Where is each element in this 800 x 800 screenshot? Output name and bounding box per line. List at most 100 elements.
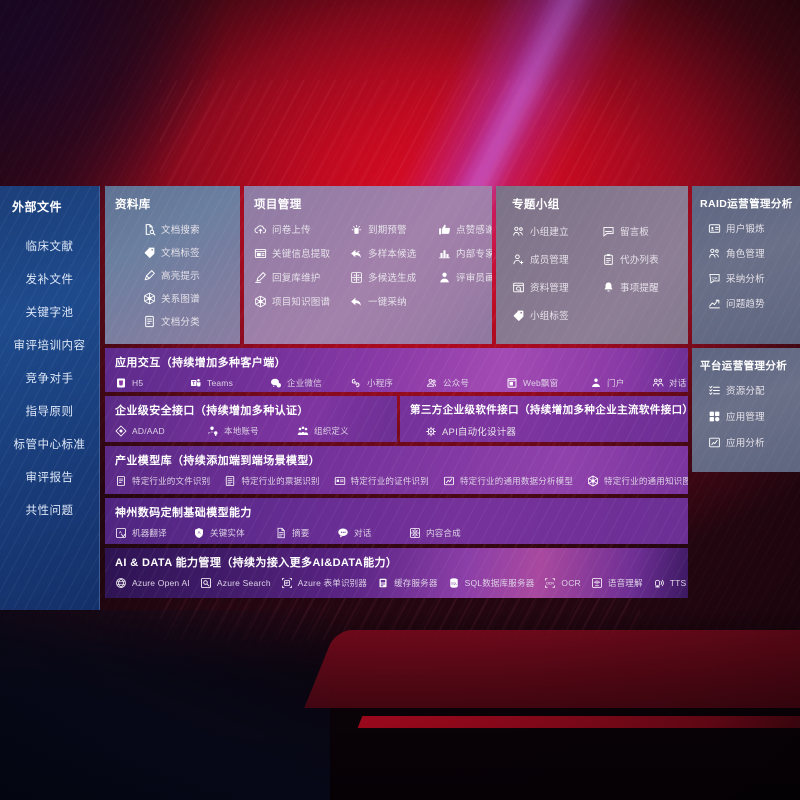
bell-icon <box>602 281 615 294</box>
graph-network-icon <box>587 475 599 487</box>
project-item-1[interactable]: 到期预警 <box>350 222 438 236</box>
ai-data-item-6[interactable]: 语音理解 <box>591 577 643 589</box>
library-item-3[interactable]: 关系图谱 <box>143 291 240 305</box>
group-item-6-label: 小组标签 <box>530 311 569 322</box>
project-item-9[interactable]: 项目知识图谱 <box>254 294 350 308</box>
shenzhou-item-2[interactable]: 摘要 <box>275 527 337 539</box>
card-topic-group: 专题小组 小组建立 留言板 成员管理 <box>496 186 688 344</box>
stripe-third-party-software: 第三方企业级软件接口（持续增加多种企业主流软件接口） API自动化设计器 <box>400 396 688 442</box>
stripe-security-title: 企业级安全接口（持续增加多种认证） <box>115 405 309 417</box>
ai-data-item-2-label: Azure 表单识别器 <box>297 578 368 588</box>
security-item-2[interactable]: 组织定义 <box>297 425 349 437</box>
app-interaction-item-1-label: Teams <box>207 378 234 388</box>
library-item-2[interactable]: 高亮提示 <box>143 268 240 282</box>
industry-item-3-label: 特定行业的通用数据分析模型 <box>459 476 574 486</box>
sidebar-item-8[interactable]: 共性问题 <box>25 504 74 517</box>
group-item-0-label: 小组建立 <box>530 227 569 238</box>
library-item-4[interactable]: 文档分类 <box>143 314 240 328</box>
app-interaction-item-0[interactable]: H5 <box>115 377 190 389</box>
sidebar-item-5[interactable]: 指导原则 <box>25 405 74 418</box>
library-item-1[interactable]: 文档标签 <box>143 245 240 259</box>
sidebar-item-6[interactable]: 标管中心标准 <box>13 438 86 451</box>
entity-shield-icon: A <box>193 527 205 539</box>
ai-data-item-3[interactable]: 缓存服务器 <box>377 577 438 589</box>
ai-data-item-7[interactable]: TTS <box>653 577 687 589</box>
tag-icon <box>143 246 156 259</box>
platform-item-2[interactable]: 应用分析 <box>708 435 800 449</box>
project-item-10[interactable]: 一键采纳 <box>350 294 438 308</box>
raid-item-3[interactable]: 问题趋势 <box>708 296 800 310</box>
security-item-1[interactable]: 本地账号 <box>207 425 297 437</box>
app-interaction-item-1[interactable]: Teams <box>190 377 270 389</box>
industry-item-4[interactable]: 特定行业的通用知识图谱模型 <box>587 475 688 487</box>
sidebar-item-7[interactable]: 审评报告 <box>25 471 74 484</box>
group-item-4[interactable]: 资料管理 <box>512 280 602 294</box>
library-item-2-label: 高亮提示 <box>161 271 200 282</box>
app-interaction-item-5-label: Web飘窗 <box>523 378 559 388</box>
shenzhou-item-1-label: 关键实体 <box>210 528 245 538</box>
receipt-icon <box>224 475 236 487</box>
sidebar-item-2[interactable]: 关键字池 <box>25 306 74 319</box>
project-item-8[interactable]: 评审员画像 <box>438 270 492 284</box>
industry-item-3[interactable]: 特定行业的通用数据分析模型 <box>443 475 573 487</box>
shenzhou-item-4[interactable]: 内容合成 <box>409 527 461 539</box>
ai-data-item-5[interactable]: OCR OCR <box>544 577 581 589</box>
app-interaction-item-4[interactable]: 公众号 <box>426 377 506 389</box>
library-item-0[interactable]: 文档搜索 <box>143 222 240 236</box>
project-item-6[interactable]: 回复库维护 <box>254 270 350 284</box>
shenzhou-item-3[interactable]: 对话 <box>337 527 409 539</box>
graph-network-icon <box>143 292 156 305</box>
raid-item-2[interactable]: QA 采纳分析 <box>708 271 800 285</box>
platform-item-1[interactable]: 应用管理 <box>708 409 800 423</box>
sidebar-item-3[interactable]: 审评培训内容 <box>13 339 86 352</box>
html5-icon <box>115 377 127 389</box>
sidebar-item-4[interactable]: 竞争对手 <box>25 372 74 385</box>
group-item-6[interactable]: 小组标签 <box>512 308 602 322</box>
library-item-4-label: 文档分类 <box>161 317 200 328</box>
shenzhou-item-1[interactable]: A 关键实体 <box>193 527 275 539</box>
card-group-title: 专题小组 <box>512 199 560 211</box>
sidebar-item-0[interactable]: 临床文献 <box>25 240 74 253</box>
industry-item-0[interactable]: 特定行业的文件识别 <box>115 475 210 487</box>
raid-item-0[interactable]: 用户锻炼 <box>708 221 800 235</box>
card-raid-title: RAID运营管理分析 <box>700 198 793 210</box>
ai-data-item-0[interactable]: Azure Open AI <box>115 577 190 589</box>
project-item-5[interactable]: 内部专家排名 <box>438 246 492 260</box>
shenzhou-item-0[interactable]: A 机器翻译 <box>115 527 193 539</box>
group-item-3[interactable]: 代办列表 <box>602 252 688 266</box>
security-item-0[interactable]: AD/AAD <box>115 425 207 437</box>
project-item-4[interactable]: 多样本候选 <box>350 246 438 260</box>
project-item-7[interactable]: 多候选生成 <box>350 270 438 284</box>
app-interaction-item-5[interactable]: Web飘窗 <box>506 377 590 389</box>
project-item-2[interactable]: 点赞感谢 <box>438 222 492 236</box>
app-interaction-item-2[interactable]: 企业微信 <box>270 377 350 389</box>
raid-item-1[interactable]: 角色管理 <box>708 246 800 260</box>
ai-data-item-2[interactable]: Azure 表单识别器 <box>281 577 367 589</box>
security-item-2-label: 组织定义 <box>314 426 349 436</box>
app-interaction-item-6[interactable]: 门户 <box>590 377 652 389</box>
project-item-3[interactable]: 关键信息提取 <box>254 246 350 260</box>
industry-item-2[interactable]: 特定行业的证件识别 <box>334 475 429 487</box>
shield-diamond-icon <box>115 425 127 437</box>
file-recognize-icon <box>115 475 127 487</box>
group-item-2[interactable]: 成员管理 <box>512 252 602 266</box>
app-interaction-item-3[interactable]: 小程序 <box>350 377 426 389</box>
app-interaction-item-7[interactable]: 对话 <box>652 377 686 389</box>
group-item-5[interactable]: 事项提醒 <box>602 280 688 294</box>
ai-data-item-4[interactable]: SQL SQL数据库服务器 <box>448 577 535 589</box>
ai-data-item-1[interactable]: Azure Search <box>200 577 271 589</box>
ai-data-item-4-label: SQL数据库服务器 <box>464 578 535 588</box>
apps-grid-icon <box>708 410 721 423</box>
search-box-icon <box>200 577 212 589</box>
platform-item-0[interactable]: 资源分配 <box>708 383 800 397</box>
content-merge-icon <box>409 527 421 539</box>
group-item-1[interactable]: 留言板 <box>602 224 688 238</box>
archive-box-icon <box>512 281 525 294</box>
group-item-0[interactable]: 小组建立 <box>512 224 602 238</box>
shenzhou-item-0-label: 机器翻译 <box>132 528 167 538</box>
sidebar-item-1[interactable]: 发补文件 <box>25 273 74 286</box>
industry-item-1[interactable]: 特定行业的票据识别 <box>224 475 319 487</box>
project-item-0[interactable]: 问卷上传 <box>254 222 350 236</box>
svg-text:QA: QA <box>712 275 718 280</box>
third-party-item-0[interactable]: API自动化设计器 <box>424 424 516 438</box>
